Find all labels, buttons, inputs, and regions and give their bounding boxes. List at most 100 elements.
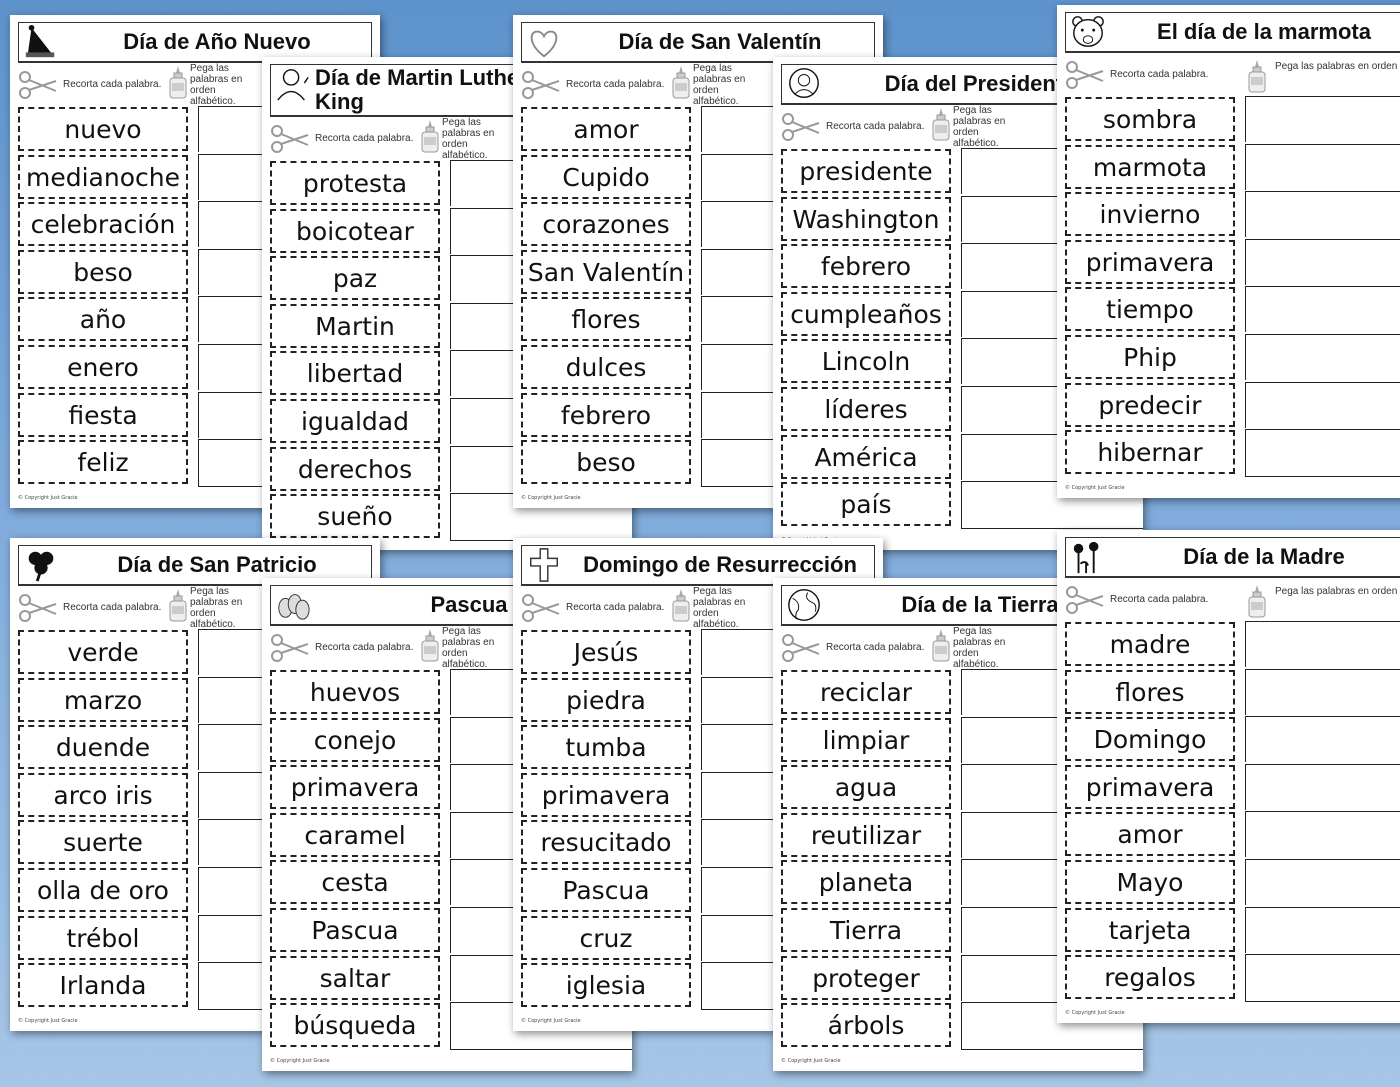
paste-instruction-text: Pega las palabras en orden alfabético. <box>693 63 746 107</box>
word-card: resucitado <box>521 820 691 865</box>
scissors-icon <box>522 594 560 622</box>
word-card: marmota <box>1065 144 1235 189</box>
word-card: duende <box>18 725 188 770</box>
worksheet-header: Día de San Valentín <box>521 22 875 63</box>
worksheet-title: Día de San Patricio <box>117 552 317 577</box>
answer-box <box>961 811 1143 858</box>
cut-instruction: Recorta cada palabra. <box>521 590 671 626</box>
word-card: tiempo <box>1065 287 1235 332</box>
answer-box <box>961 338 1143 385</box>
answer-box <box>1245 334 1400 380</box>
cut-instruction-text: Recorta cada palabra. <box>826 642 925 653</box>
glue-bottle-icon <box>672 66 690 99</box>
cut-instruction: Recorta cada palabra. <box>18 590 168 626</box>
answer-box <box>1245 811 1400 858</box>
paste-instruction: Pega las palabras en orden alfabético. <box>168 63 262 107</box>
cut-instruction-text: Recorta cada palabra. <box>315 642 414 653</box>
copyright: © Copyright Just Gracie <box>781 1058 841 1064</box>
word-card: búsqueda <box>270 1003 440 1048</box>
worksheet-title: Día del Presidente <box>884 71 1076 96</box>
word-card: trébol <box>18 915 188 960</box>
paste-instruction: Pega las palabras en orden alfabético. <box>168 586 262 630</box>
word-card: primavera <box>521 772 691 817</box>
cut-instruction-text: Recorta cada palabra. <box>63 79 162 90</box>
paste-instruction-text: Pega las palabras en orden alfabético. <box>693 586 746 630</box>
paste-instruction-text: Pega las palabras en orden alfabético. <box>1275 61 1400 72</box>
word-card: flores <box>1065 669 1235 714</box>
word-card: Tierra <box>781 908 951 952</box>
word-card: Pascua <box>270 908 440 952</box>
word-card: país <box>781 482 951 527</box>
word-card: sueño <box>270 494 440 539</box>
word-card: Martin <box>270 303 440 348</box>
glue-bottle-icon <box>672 589 690 622</box>
paste-instruction-text: Pega las palabras en orden alfabético. <box>442 117 495 161</box>
word-card: marzo <box>18 677 188 722</box>
paste-instruction-text: Pega las palabras en orden alfabético. <box>953 105 1006 149</box>
worksheet-title: Día de la Tierra <box>901 592 1059 617</box>
word-card: regalos <box>1065 955 1235 1000</box>
worksheet-title: Día de Año Nuevo <box>123 29 311 54</box>
word-card: cruz <box>521 915 691 960</box>
answer-box <box>1245 429 1400 478</box>
word-card: Pascua <box>521 868 691 912</box>
paste-instruction: Pega las palabras en orden alfabético. <box>931 626 1025 670</box>
word-card: paz <box>270 256 440 301</box>
word-card: olla de oro <box>18 868 188 912</box>
answer-box <box>1245 716 1400 763</box>
scissors-icon <box>1066 61 1104 89</box>
word-card: caramel <box>270 812 440 857</box>
scissors-icon <box>522 71 560 99</box>
word-card: igualdad <box>270 399 440 443</box>
word-card: libertad <box>270 351 440 396</box>
answer-box <box>961 290 1143 337</box>
cut-instruction-text: Recorta cada palabra. <box>63 602 162 613</box>
cut-instruction: Recorta cada palabra. <box>270 121 420 157</box>
answer-box <box>1245 96 1400 142</box>
word-card: cumpleaños <box>781 291 951 336</box>
worksheet-header: Día de Año Nuevo <box>18 22 372 63</box>
answer-box <box>961 1002 1143 1051</box>
word-card: San Valentín <box>521 249 691 294</box>
word-card: madre <box>1065 622 1235 666</box>
scissors-icon <box>271 634 309 662</box>
word-card: reutilizar <box>781 812 951 857</box>
word-card: celebración <box>18 202 188 247</box>
answer-box <box>961 907 1143 953</box>
worksheet-title: Pascua <box>430 592 508 617</box>
cut-instruction-text: Recorta cada palabra. <box>315 133 414 144</box>
worksheet-page: Día de la Madre Recorta cada palabra. Pega… <box>1057 530 1400 1023</box>
flowers-icon <box>1073 541 1099 574</box>
word-card: Mayo <box>1065 860 1235 904</box>
answer-box <box>961 764 1143 811</box>
cut-instruction: Recorta cada palabra. <box>781 109 931 145</box>
paste-instruction: Pega las palabras en orden alfabético. <box>1247 582 1400 618</box>
paste-instruction: Pega las palabras en orden alfabético. <box>671 586 765 630</box>
word-card: primavera <box>1065 764 1235 809</box>
word-card: invierno <box>1065 192 1235 237</box>
answer-box <box>1245 859 1400 905</box>
cut-instruction-text: Recorta cada palabra. <box>826 121 925 132</box>
glue-bottle-icon <box>932 108 950 141</box>
answer-box <box>961 859 1143 906</box>
scissors-icon <box>271 125 309 153</box>
worksheet-title: Día de Martin Luther King <box>315 65 528 114</box>
word-card: boicotear <box>270 208 440 253</box>
word-card: sombra <box>1065 97 1235 141</box>
paste-instruction-text: Pega las palabras en orden alfabético. <box>953 626 1006 670</box>
answer-box <box>1245 381 1400 428</box>
word-card: febrero <box>521 392 691 437</box>
copyright: © Copyright Just Gracie <box>1065 485 1125 491</box>
word-card: beso <box>18 249 188 294</box>
word-card: Domingo <box>1065 717 1235 762</box>
answer-box <box>961 433 1143 480</box>
paste-instruction-text: Pega las palabras en orden alfabético. <box>190 586 243 630</box>
cut-instruction: Recorta cada palabra. <box>270 630 420 666</box>
word-card: primavera <box>270 765 440 810</box>
paste-instruction: Pega las palabras en orden alfabético. <box>420 117 514 161</box>
answer-box <box>1245 906 1400 953</box>
word-card: saltar <box>270 955 440 1000</box>
word-card: amor <box>1065 812 1235 857</box>
answer-box <box>961 386 1143 432</box>
word-card: presidente <box>781 149 951 193</box>
